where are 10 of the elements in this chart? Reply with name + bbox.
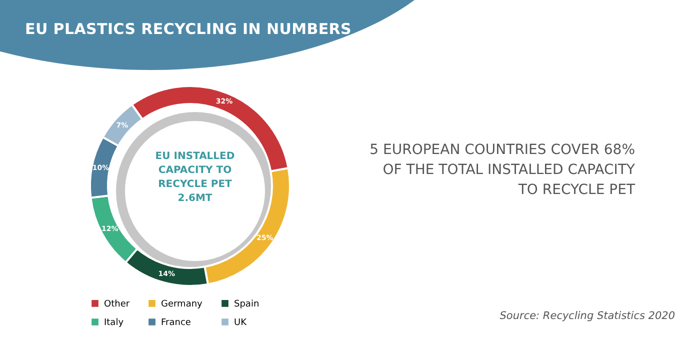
source-note: Source: Recycling Statistics 2020 [498, 310, 675, 322]
legend-label: Germany [161, 299, 204, 310]
legend-label: Other [104, 299, 130, 310]
text: 5 EUROPEAN COUNTRIES COVER 68% OF THE TOTAL INSTALLED CAPACITY TO RECYCLE PET [368, 141, 635, 200]
legend-label: UK [234, 318, 248, 328]
text: EU INSTALLED CAPACITY TO RECYCLE PET 2.6MT [154, 150, 236, 206]
legend-label: France [161, 318, 192, 328]
legend-label: Spain [234, 299, 260, 310]
legend-label: Italy [104, 318, 124, 328]
chart-title: EU PLASTICS RECYCLING IN NUMBERS [25, 20, 352, 38]
